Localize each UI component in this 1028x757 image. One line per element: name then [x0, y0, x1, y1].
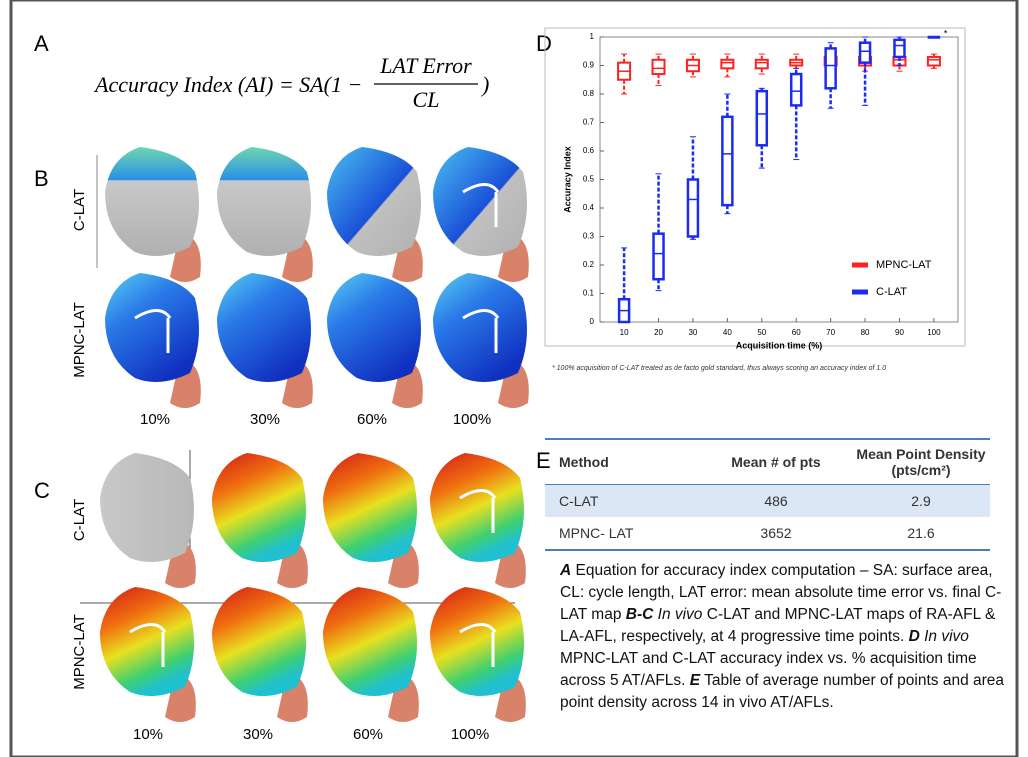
table: Method Mean # of pts Mean Point Density … [545, 438, 990, 551]
map-surface [105, 273, 199, 382]
y-tick-label: 0 [590, 317, 595, 326]
box [654, 234, 664, 280]
cell: 3652 [700, 517, 852, 550]
x-tick-label: 30 [688, 328, 697, 337]
map-surface [433, 273, 527, 382]
chart-frame [545, 28, 965, 346]
box [756, 60, 768, 69]
row-label: C-LAT [71, 189, 88, 231]
panel-label: B [34, 166, 49, 191]
time-label: 100% [451, 726, 489, 743]
map-surface [217, 147, 311, 256]
map-surface [327, 147, 421, 256]
x-tick-label: 50 [757, 328, 766, 337]
x-tick-label: 10 [620, 328, 629, 337]
map-surface [217, 273, 311, 382]
x-tick-label: 40 [723, 328, 732, 337]
x-axis-label: Acquisition time (%) [736, 340, 823, 350]
box [894, 40, 904, 57]
x-tick-label: 100 [927, 328, 941, 337]
box [757, 91, 767, 145]
row-label: MPNC-LAT [71, 614, 88, 690]
caption-run: A [560, 562, 571, 579]
map-surface [323, 453, 417, 562]
table-row: C-LAT 486 2.9 [545, 485, 990, 518]
page: A B C D E Accuracy Index (AI) = SA(1 − L… [0, 0, 1028, 757]
caption-run: E [690, 672, 700, 689]
caption: A Equation for accuracy index computatio… [560, 560, 1005, 714]
table-header: Method Mean # of pts Mean Point Density … [545, 439, 990, 485]
cell: 486 [700, 485, 852, 518]
cell: MPNC- LAT [545, 517, 700, 550]
y-tick-label: 0.4 [583, 203, 595, 212]
chart: 0 0.1 0.2 0.3 0.4 0.5 0.6 0.7 0.8 0.9 1 10 20 30 40 50 6… [562, 28, 958, 350]
time-label: 10% [133, 726, 163, 743]
box [791, 74, 801, 105]
x-tick-label: 60 [792, 328, 801, 337]
caption-run: D [909, 628, 920, 645]
time-label: 100% [453, 411, 491, 428]
y-tick-label: 1 [590, 32, 595, 41]
cell: 21.6 [852, 517, 990, 550]
box [653, 60, 665, 74]
cell: C-LAT [545, 485, 700, 518]
cell: 2.9 [852, 485, 990, 518]
y-tick-label: 0.5 [583, 175, 595, 184]
y-axis-label: Accuracy Index [562, 146, 572, 213]
annotation: * [944, 28, 948, 38]
time-label: 10% [140, 411, 170, 428]
caption-run: In vivo [653, 606, 702, 623]
equation-numerator: LAT Error [379, 53, 472, 78]
map-surface [430, 587, 524, 696]
y-tick-label: 0.3 [583, 232, 595, 241]
x-tick-label: 20 [654, 328, 663, 337]
x-tick-label: 90 [895, 328, 904, 337]
box [721, 60, 733, 69]
map-surface [323, 587, 417, 696]
equation-denominator: CL [413, 87, 440, 112]
y-tick-label: 0.2 [583, 260, 595, 269]
panel-label: A [34, 31, 49, 56]
x-tick-label: 70 [826, 328, 835, 337]
legend-label: MPNC-LAT [876, 259, 932, 271]
x-tick-label: 80 [861, 328, 870, 337]
map-surface [430, 453, 524, 562]
panel-label: C [34, 478, 50, 503]
box [688, 180, 698, 237]
map-surface [327, 273, 421, 382]
header-cell: Method [545, 439, 700, 485]
map-surface [100, 453, 194, 562]
equation-lhs: Accuracy Index (AI) = SA(1 − [93, 72, 362, 97]
map-surface [105, 147, 199, 256]
row-label: C-LAT [71, 499, 88, 541]
box [860, 43, 870, 63]
time-label: 60% [357, 411, 387, 428]
equation-close: ) [480, 72, 489, 97]
map-surface [212, 587, 306, 696]
map-surface [100, 587, 194, 696]
map-surface [433, 147, 527, 256]
map-surface [212, 453, 306, 562]
caption-run: B-C [626, 606, 654, 623]
legend-label: C-LAT [876, 286, 907, 298]
y-tick-label: 0.8 [583, 89, 595, 98]
y-tick-label: 0.9 [583, 61, 595, 70]
box [928, 57, 940, 66]
time-label: 30% [243, 726, 273, 743]
footnote: * 100% acquisition of C-LAT treated as d… [552, 365, 886, 372]
box [826, 48, 836, 88]
header-cell: Mean Point Density (pts/cm²) [852, 439, 990, 485]
caption-run: In vivo [920, 628, 969, 645]
y-tick-label: 0.6 [583, 146, 595, 155]
y-tick-label: 0.7 [583, 118, 595, 127]
table-row: MPNC- LAT 3652 21.6 [545, 517, 990, 550]
row-label: MPNC-LAT [71, 302, 88, 378]
time-label: 60% [353, 726, 383, 743]
y-tick-label: 0.1 [583, 289, 595, 298]
panel-label: D [536, 31, 552, 56]
box [722, 117, 732, 205]
header-cell: Mean # of pts [700, 439, 852, 485]
maps [100, 147, 529, 722]
time-label: 30% [250, 411, 280, 428]
